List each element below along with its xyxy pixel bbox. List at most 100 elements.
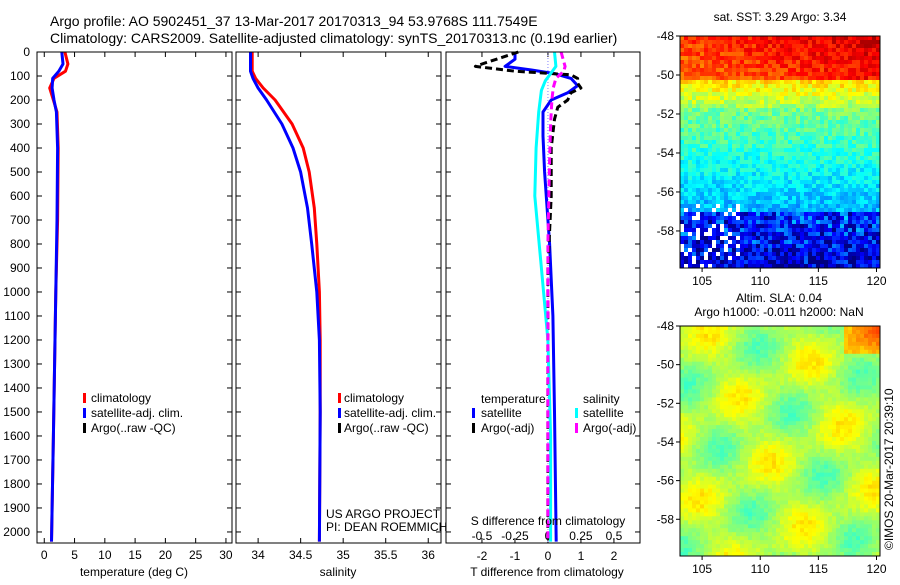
map-cell — [816, 366, 821, 371]
map-cell — [752, 260, 757, 265]
map-cell — [872, 362, 877, 367]
map-cell — [692, 232, 697, 237]
map-cell — [780, 232, 785, 237]
map-cell — [776, 236, 781, 241]
map-cell — [820, 362, 825, 367]
map-cell — [748, 386, 753, 391]
map-cell — [792, 224, 797, 229]
map-cell — [736, 152, 741, 157]
map-cell — [848, 260, 853, 265]
map-cell — [840, 188, 845, 193]
map-cell — [872, 330, 877, 335]
map-cell — [844, 350, 849, 355]
map-cell — [808, 441, 813, 446]
map-cell — [760, 196, 765, 201]
map-cell — [684, 92, 689, 97]
map-cell — [692, 92, 697, 97]
map-cell — [812, 433, 817, 438]
map-cell — [692, 52, 697, 57]
map-cell — [748, 429, 753, 434]
map-cell — [760, 248, 765, 253]
land-mask-cell — [716, 204, 721, 209]
map-cell — [756, 433, 761, 438]
map-cell — [748, 393, 753, 398]
map-cell — [856, 192, 861, 197]
map-cell — [812, 132, 817, 137]
map-cell — [756, 72, 761, 77]
map-cell — [872, 409, 877, 414]
map-cell — [824, 220, 829, 225]
map-cell — [736, 405, 741, 410]
map-cell — [744, 60, 749, 65]
map-cell — [740, 441, 745, 446]
map-cell — [740, 429, 745, 434]
map-cell — [704, 248, 709, 253]
map-cell — [816, 168, 821, 173]
map-cell — [684, 405, 689, 410]
map-cell — [788, 44, 793, 49]
map-cell — [768, 465, 773, 470]
map-cell — [748, 449, 753, 454]
map-cell — [748, 216, 753, 221]
map-cell — [832, 240, 837, 245]
map-cell — [752, 48, 757, 53]
map-cell — [736, 358, 741, 363]
map-cell — [740, 116, 745, 121]
map-cell — [744, 449, 749, 454]
map-cell — [748, 453, 753, 458]
map-cell — [764, 92, 769, 97]
map-cell — [820, 358, 825, 363]
map-cell — [716, 112, 721, 117]
map-cell — [840, 96, 845, 101]
map-cell — [740, 350, 745, 355]
map-cell — [776, 100, 781, 105]
map-cell — [804, 449, 809, 454]
map-cell — [780, 342, 785, 347]
map-cell — [780, 401, 785, 406]
map-cell — [732, 453, 737, 458]
map-cell — [832, 252, 837, 257]
map-cell — [772, 144, 777, 149]
map-cell — [792, 248, 797, 253]
map-cell — [696, 437, 701, 442]
map-cell — [780, 136, 785, 141]
map-cell — [704, 64, 709, 69]
map-cell — [756, 397, 761, 402]
map-cell — [716, 449, 721, 454]
map-cell — [704, 100, 709, 105]
map-cell — [856, 140, 861, 145]
map-cell — [720, 68, 725, 73]
map-cell — [800, 393, 805, 398]
map-cell — [740, 136, 745, 141]
map-cell — [696, 196, 701, 201]
map-cell — [768, 421, 773, 426]
map-cell — [712, 96, 717, 101]
map-cell — [680, 378, 685, 383]
map-cell — [776, 140, 781, 145]
map-cell — [796, 136, 801, 141]
map-cell — [860, 48, 865, 53]
map-cell — [776, 40, 781, 45]
map-cell — [752, 433, 757, 438]
map-cell — [716, 397, 721, 402]
map-cell — [724, 397, 729, 402]
map-cell — [788, 168, 793, 173]
map-cell — [724, 220, 729, 225]
map-cell — [784, 350, 789, 355]
map-cell — [836, 172, 841, 177]
map-cell — [744, 260, 749, 265]
map-cell — [812, 232, 817, 237]
map-cell — [824, 224, 829, 229]
map-cell — [780, 465, 785, 470]
map-cell — [744, 76, 749, 81]
map-cell — [736, 421, 741, 426]
map-cell — [692, 44, 697, 49]
map-cell — [756, 152, 761, 157]
map-cell — [704, 36, 709, 41]
map-cell — [696, 112, 701, 117]
map-cell — [860, 56, 865, 61]
map-cell — [868, 389, 873, 394]
map-cell — [716, 216, 721, 221]
map-cell — [796, 116, 801, 121]
